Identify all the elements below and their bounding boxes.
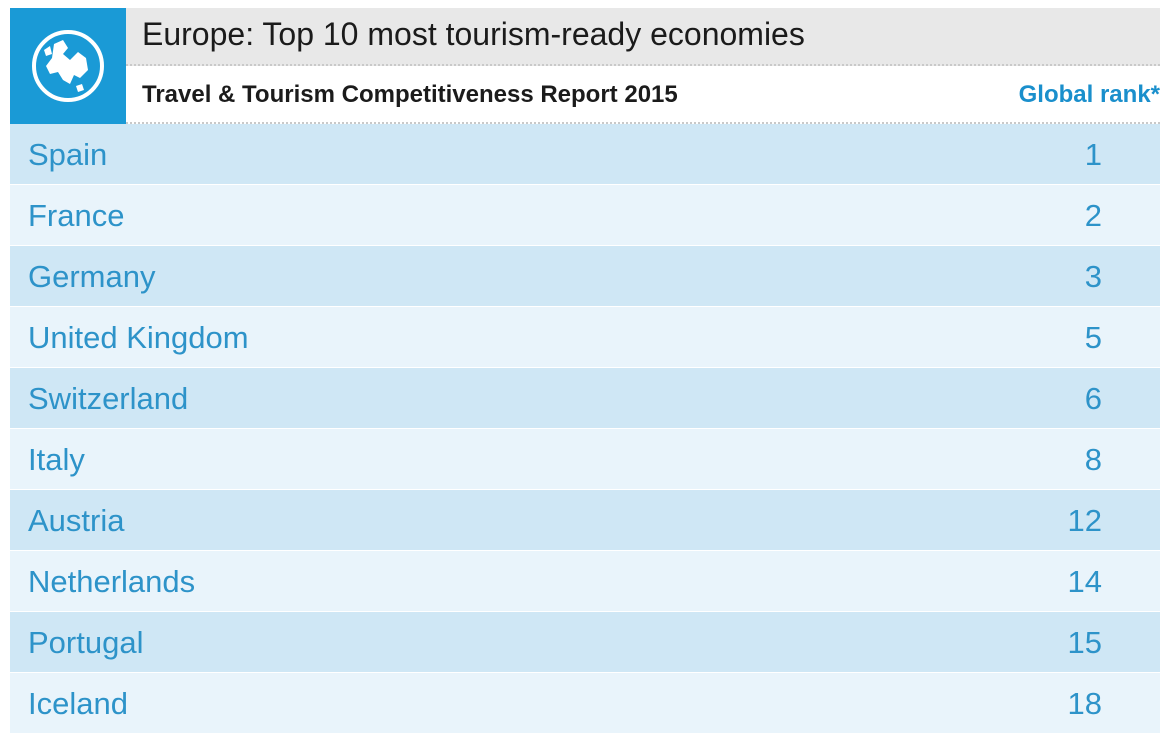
global-rank-value: 18	[1067, 686, 1102, 721]
table-row: Switzerland 6	[10, 368, 1160, 429]
global-rank-value: 14	[1067, 564, 1102, 599]
subtitle: Travel & Tourism Competitiveness Report …	[142, 81, 678, 108]
ranking-table: Spain 1 France 2 Germany 3 United Kingdom 5 Swit…	[10, 124, 1160, 734]
global-rank-value: 8	[1084, 442, 1102, 477]
global-rank-value: 15	[1067, 625, 1102, 660]
global-rank-value: 12	[1067, 503, 1102, 538]
logo-badge	[10, 8, 126, 124]
global-rank-value: 6	[1084, 381, 1102, 416]
infographic: Europe: Top 10 most tourism-ready econom…	[10, 8, 1160, 734]
table-row: Portugal 15	[10, 612, 1160, 673]
country-label: Germany	[28, 259, 156, 294]
country-label: Spain	[28, 137, 108, 172]
country-label: France	[28, 198, 125, 233]
country-label: United Kingdom	[28, 320, 249, 355]
page-title: Europe: Top 10 most tourism-ready econom…	[142, 16, 805, 52]
table-row: Germany 3	[10, 246, 1160, 307]
table-row: Italy 8	[10, 429, 1160, 490]
country-label: Portugal	[28, 625, 144, 660]
table-row: Austria 12	[10, 490, 1160, 551]
title-bar: Europe: Top 10 most tourism-ready econom…	[126, 8, 1160, 66]
table-row: Iceland 18	[10, 673, 1160, 734]
global-rank-value: 1	[1084, 137, 1102, 172]
country-label: Austria	[28, 503, 125, 538]
globe-europe-icon	[32, 30, 104, 102]
country-label: Netherlands	[28, 564, 196, 599]
table-row: France 2	[10, 185, 1160, 246]
global-rank-value: 5	[1084, 320, 1102, 355]
global-rank-value: 3	[1084, 259, 1102, 294]
rank-column-header: Global rank*	[1018, 81, 1160, 108]
country-label: Switzerland	[28, 381, 189, 416]
table-row: Spain 1	[10, 124, 1160, 185]
subtitle-bar: Travel & Tourism Competitiveness Report …	[126, 66, 1160, 124]
table-row: Netherlands 14	[10, 551, 1160, 612]
table-row: United Kingdom 5	[10, 307, 1160, 368]
country-label: Iceland	[28, 686, 128, 721]
header: Europe: Top 10 most tourism-ready econom…	[10, 8, 1160, 124]
country-label: Italy	[28, 442, 85, 477]
global-rank-value: 2	[1084, 198, 1102, 233]
